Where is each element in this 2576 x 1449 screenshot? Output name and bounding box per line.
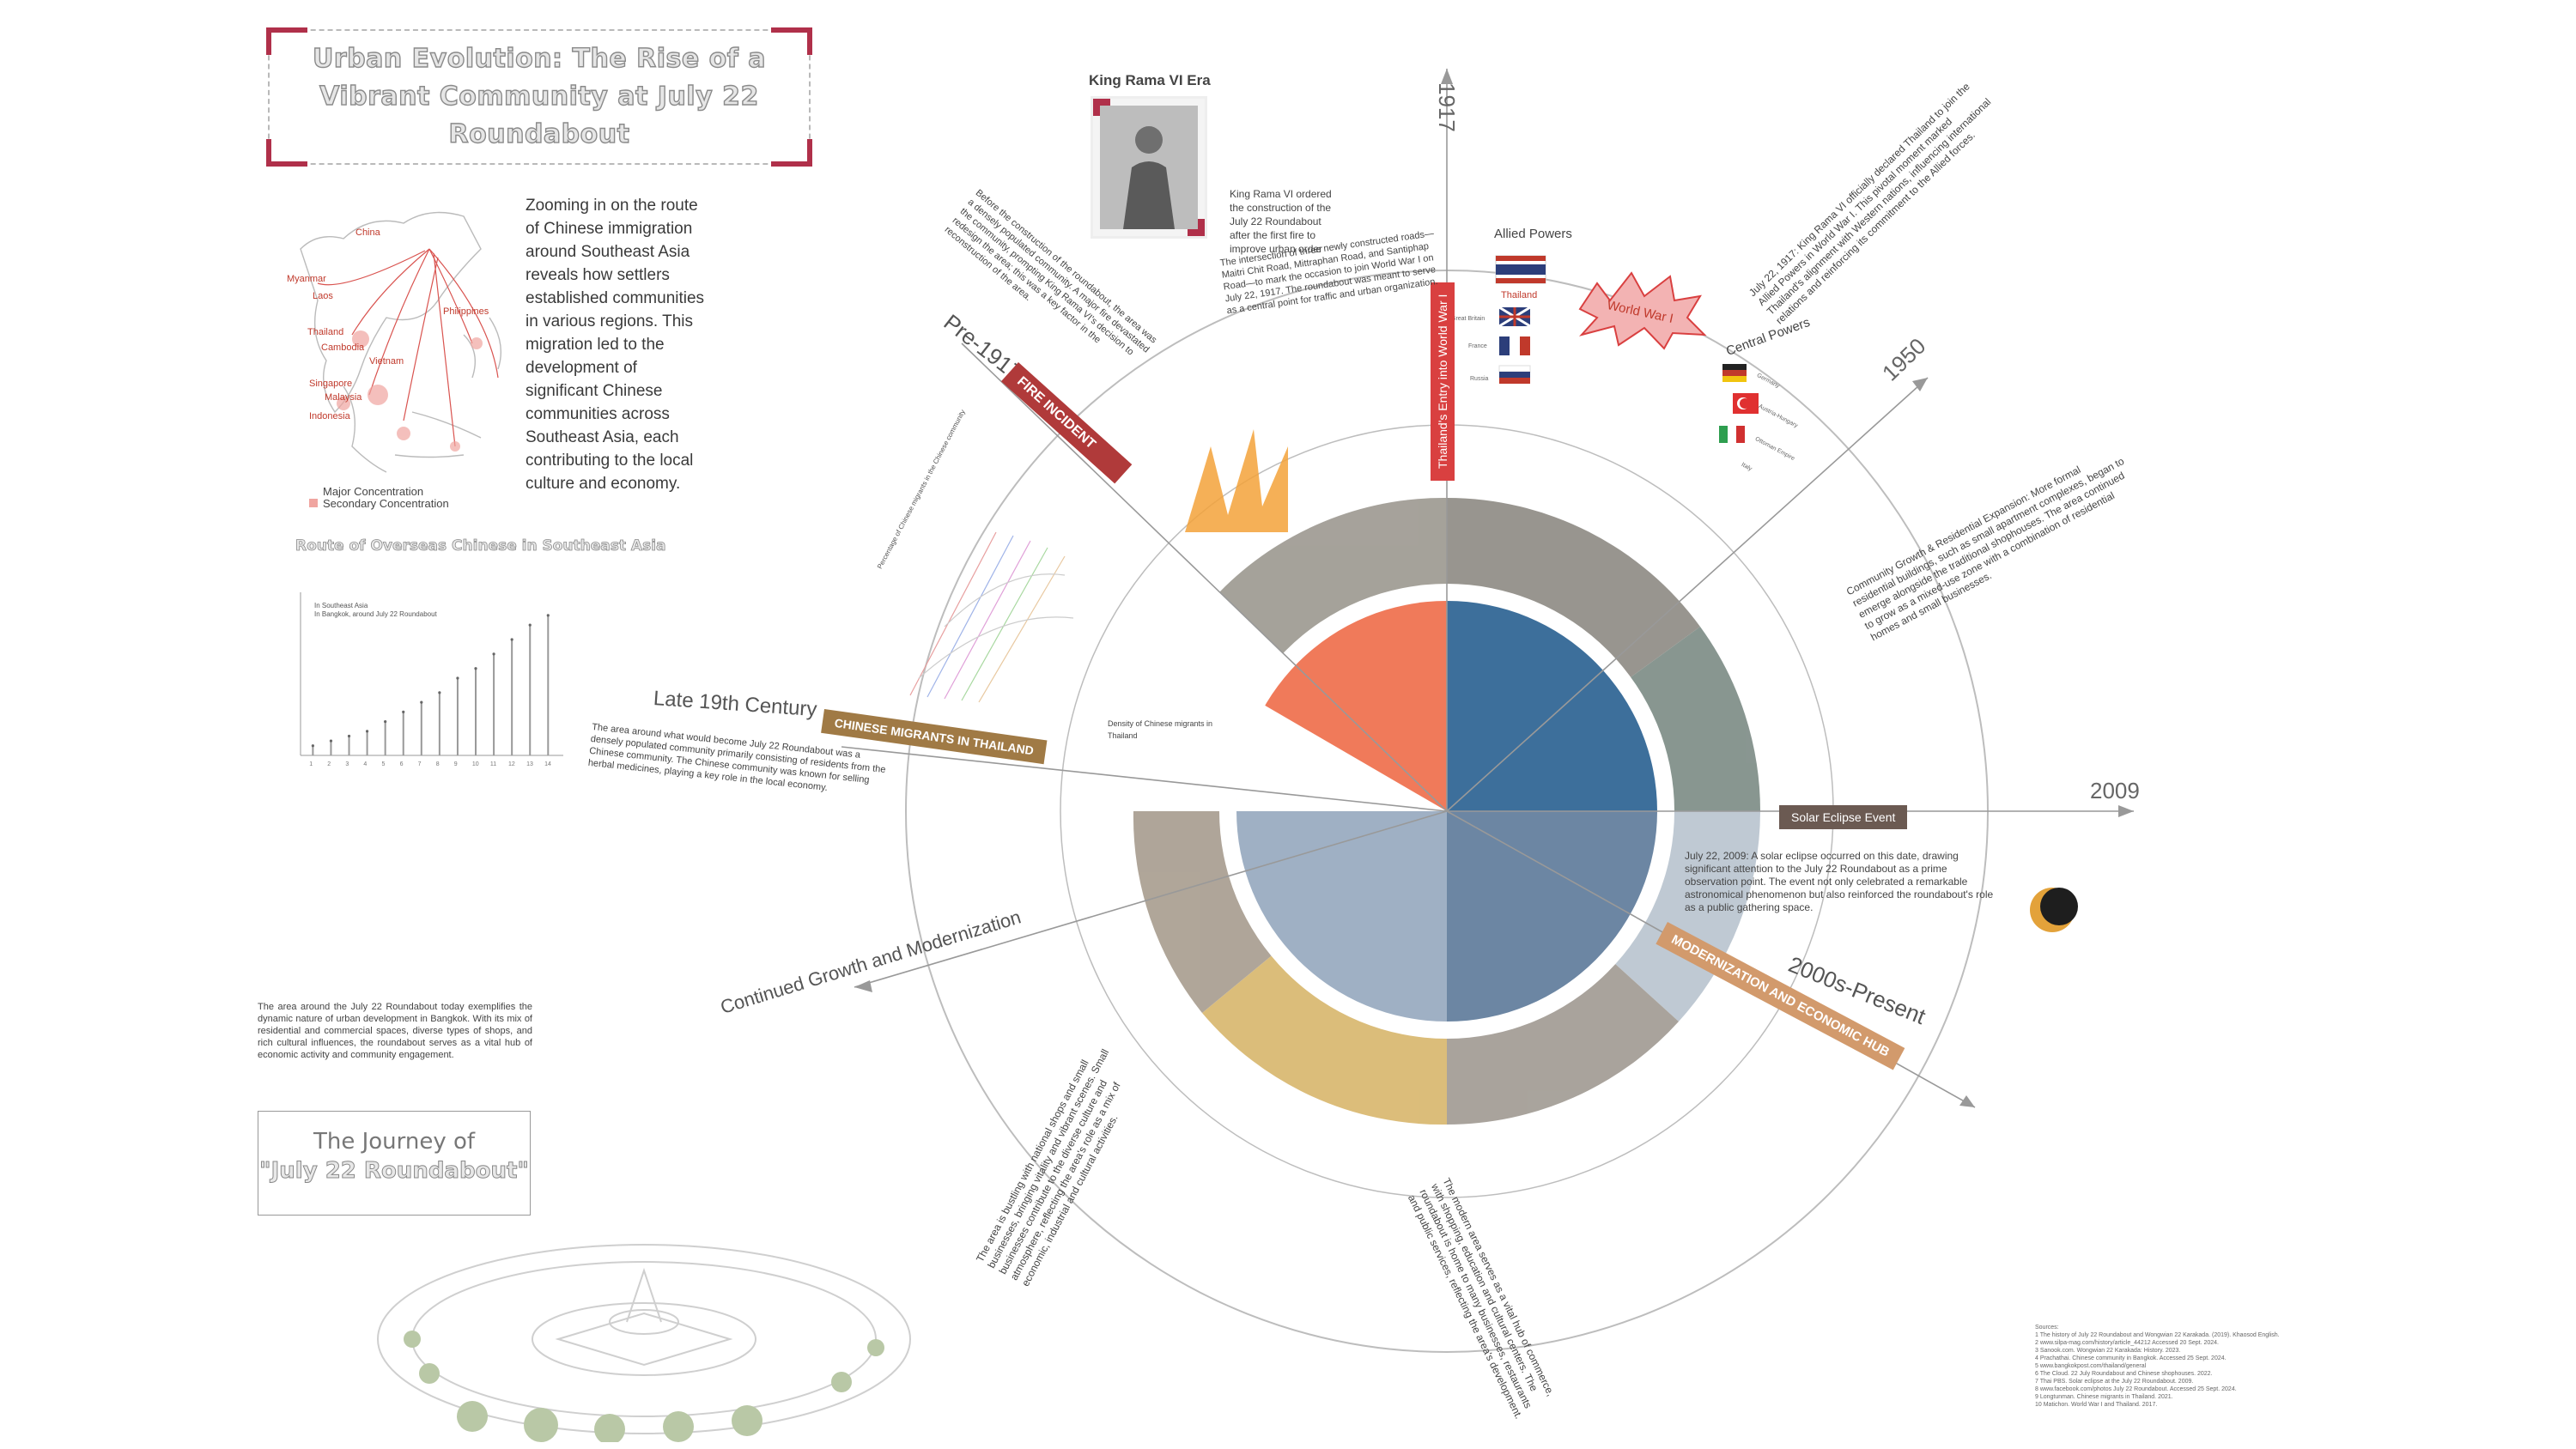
chart-tick-label: 8 [436,761,440,767]
map-legend: Major Concentration Secondary Concentrat… [309,486,449,510]
source-line: 6 The Cloud. 22 July Roundabout and Chin… [2035,1370,2293,1378]
chart-legend-1: In Bangkok, around July 22 Roundabout [314,610,438,618]
intro-text: Zooming in on the route of Chinese immig… [526,194,706,495]
source-line: 4 Prachathai. Chinese community in Bangk… [2035,1355,2293,1362]
map-label-philippines: Philippines [443,306,489,317]
source-line: 3 Sanook.com. Wongwian 22 Karakada: Hist… [2035,1347,2293,1355]
chart-bar [421,702,422,755]
map-caption: Route of Overseas Chinese in Southeast A… [295,537,666,555]
ww1-bar: Thailand's Entry into World War I [1431,282,1455,481]
sources: Sources: 1 The history of July 22 Rounda… [2035,1324,2293,1409]
source-line: 1 The history of July 22 Roundabout and … [2035,1331,2293,1339]
axis-late-19th: Late 19th Century [653,687,817,722]
chart-point [366,730,368,732]
chart-point [420,701,422,704]
ww1-badge: World War I [1571,266,1709,352]
chart-bar [547,615,549,755]
legend-secondary: Secondary Concentration [323,497,449,510]
page-title: Urban Evolution: The Rise of a Vibrant C… [270,40,809,154]
chart-point [529,624,532,627]
legend-major: Major Concentration [323,485,423,498]
chart-bar [330,741,331,755]
year-2009: 2009 [2090,778,2140,804]
chart-bar [367,731,368,755]
chart-bar [493,654,495,755]
allied-flags [1491,251,1551,397]
eclipse-bar: Solar Eclipse Event [1779,805,1907,829]
chart-point [438,691,440,694]
chart-bar [312,746,313,755]
chart-tick-label: 4 [363,761,367,767]
source-line: 5 www.bangkokpost.com/thailand/general [2035,1362,2293,1370]
chart-tick-label: 10 [472,761,479,767]
map-label-indonesia: Indonesia [309,411,351,421]
chart-point [348,735,350,737]
route-map: China Myanmar Laos Thailand Cambodia Vie… [283,197,532,489]
map-label-thailand: Thailand [307,327,343,337]
map-label-laos: Laos [313,291,333,301]
title-box: Urban Evolution: The Rise of a Vibrant C… [268,29,811,165]
map-label-singapore: Singapore [309,379,352,389]
chart-tick-label: 14 [544,761,551,767]
source-line: 7 Thai PBS. Solar eclipse at the July 22… [2035,1378,2293,1385]
chart-tick-label: 11 [490,761,496,767]
journey-line1: The Journey of [258,1129,530,1155]
chart-bar [529,625,531,755]
flag-label-britain: Great Britain [1451,316,1485,322]
source-line: 2 www.silpa-mag.com/history/article_4421… [2035,1339,2293,1347]
sources-heading: Sources: [2035,1324,2293,1331]
chart-bar [457,678,459,755]
map-label-vietnam: Vietnam [369,356,404,367]
chart-point [312,744,314,747]
source-line: 10 Matichon. World War I and Thailand. 2… [2035,1401,2293,1409]
chart-point [547,614,550,616]
chart-tick-label: 5 [382,761,386,767]
flag-label-russia: Russia [1470,376,1488,382]
flag-label-france: France [1468,343,1487,349]
chart-point [511,638,513,640]
chart-bar [403,712,404,755]
chart-point [330,740,332,743]
chart-point [384,720,386,723]
chart-tick-label: 3 [345,761,349,767]
map-label-cambodia: Cambodia [321,343,365,353]
allied-powers-heading: Allied Powers [1494,227,1572,241]
map-label-china: China [355,227,381,238]
source-line: 9 Longtunman. Chinese migrants in Thaila… [2035,1393,2293,1401]
chart-bar [475,669,477,755]
migration-bar-chart: In Southeast Asia In Bangkok, around Jul… [280,584,572,773]
map-label-malaysia: Malaysia [325,392,362,403]
chart-tick-label: 6 [400,761,404,767]
chart-tick-label: 13 [526,761,533,767]
source-line: 8 www.facebook.com/photos July 22 Rounda… [2035,1385,2293,1393]
flag-label-thailand: Thailand [1501,290,1537,300]
chart-legend-0: In Southeast Asia [314,602,368,609]
eclipse-text: July 22, 2009: A solar eclipse occurred … [1685,850,2002,914]
percentage-fan-chart [893,515,1082,712]
map-label-myanmar: Myanmar [287,274,326,284]
year-1917: 1917 [1433,82,1460,132]
chart-bar [385,722,386,755]
chart-bar [349,737,350,756]
chart-tick-label: 1 [309,761,313,767]
chart-point [456,676,459,679]
chart-tick-label: 7 [418,761,422,767]
chart-tick-label: 9 [454,761,458,767]
chart-point [402,711,404,713]
density-caption: Density of Chinese migrants in Thailand [1108,718,1228,742]
chart-bar [511,640,513,755]
chart-tick-label: 2 [327,761,331,767]
chart-point [492,652,495,655]
chart-bar [439,693,440,755]
today-text: The area around the July 22 Roundabout t… [258,1001,532,1061]
chart-tick-label: 12 [508,761,515,767]
chart-point [474,667,477,670]
